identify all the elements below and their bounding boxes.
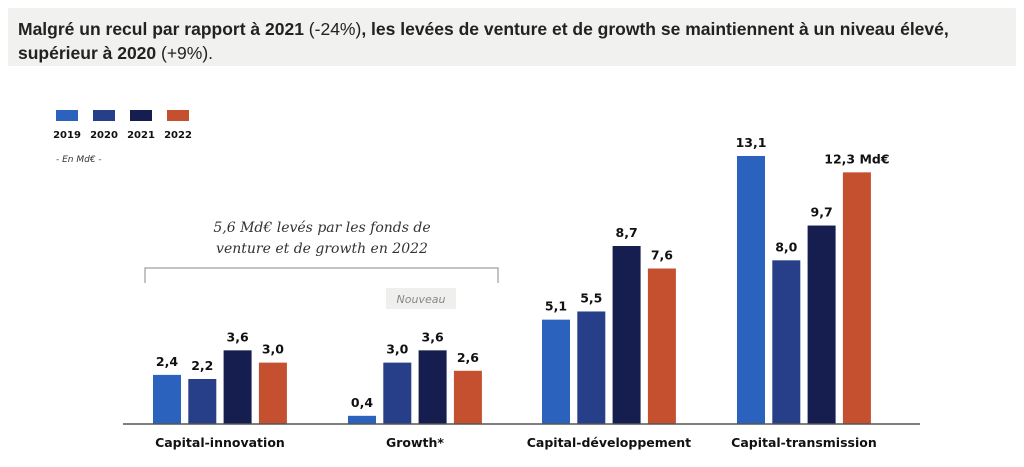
bar-2022-3 xyxy=(842,172,871,424)
annotation-line-1: 5,6 Md€ levés par les fonds de xyxy=(213,220,430,236)
data-label-2022-1: 2,6 xyxy=(457,350,479,365)
bar-2020-0 xyxy=(188,378,217,424)
data-label-2021-2: 8,7 xyxy=(616,225,638,240)
bar-2019-2 xyxy=(542,319,570,424)
legend-label-2021: 2021 xyxy=(127,130,155,141)
legend-swatch-2020 xyxy=(93,110,115,121)
bar-2019-0 xyxy=(153,374,181,424)
data-label-2022-3: 12,3 Md€ xyxy=(824,151,889,166)
legend-label-2019: 2019 xyxy=(53,130,81,141)
data-label-2019-2: 5,1 xyxy=(545,299,567,314)
bar-2020-1 xyxy=(383,362,412,424)
data-label-2021-0: 3,6 xyxy=(227,329,249,344)
bar-2021-2 xyxy=(612,245,641,424)
title-bold-2: , les levées de venture et de growth se … xyxy=(18,19,949,63)
data-label-2021-1: 3,6 xyxy=(422,329,444,344)
annotation-bracket xyxy=(144,267,499,283)
data-label-2019-3: 13,1 xyxy=(736,135,767,150)
title-normal-1: (-24%) xyxy=(303,19,362,39)
category-label-1: Growth* xyxy=(386,435,444,450)
legend-label-2022: 2022 xyxy=(164,130,192,141)
category-labels: Capital-innovation Growth* Capital-dévelop… xyxy=(155,435,877,450)
data-label-2020-3: 8,0 xyxy=(775,239,797,254)
bar-2021-3 xyxy=(807,225,836,424)
category-label-0: Capital-innovation xyxy=(155,435,285,450)
title-normal-2: (+9%). xyxy=(156,43,214,63)
data-label-2019-1: 0,4 xyxy=(351,395,373,410)
category-label-3: Capital-transmission xyxy=(731,435,877,450)
legend-swatch-2021 xyxy=(130,110,152,121)
legend-label-2020: 2020 xyxy=(90,130,118,141)
bar-2021-0 xyxy=(223,350,252,424)
bar-2019-3 xyxy=(737,155,765,424)
data-label-2022-2: 7,6 xyxy=(651,248,673,263)
category-label-2: Capital-développement xyxy=(527,435,691,450)
data-label-2021-3: 9,7 xyxy=(811,205,833,220)
data-label-2020-1: 3,0 xyxy=(386,342,408,357)
bar-2020-3 xyxy=(772,260,801,424)
bar-2022-1 xyxy=(453,370,482,424)
nouveau-badge xyxy=(386,288,456,309)
bar-2021-1 xyxy=(418,350,447,424)
annotation-line-2: venture et de growth en 2022 xyxy=(216,241,428,257)
bar-2019-1 xyxy=(348,415,376,424)
nouveau-badge-text: Nouveau xyxy=(397,293,446,306)
legend-swatch-2019 xyxy=(56,110,78,121)
legend-swatch-2022 xyxy=(167,110,189,121)
title-bold-1: Malgré un recul par rapport à 2021 xyxy=(18,19,304,39)
title-box: Malgré un recul par rapport à 2021 (-24%… xyxy=(8,8,1016,66)
bar-2020-2 xyxy=(577,311,606,424)
data-label-2020-2: 5,5 xyxy=(580,290,602,305)
bars: 2,4 2,2 3,6 3,0 0,4 3,0 3,6 2,6 5,1 5,5 8,7 7,6 13,1… xyxy=(153,135,890,424)
data-label-2020-0: 2,2 xyxy=(191,358,213,373)
bar-2022-0 xyxy=(258,362,287,424)
chart-title: Malgré un recul par rapport à 2021 (-24%… xyxy=(18,17,1008,65)
data-label-2019-0: 2,4 xyxy=(156,354,178,369)
unit-label: - En Md€ - xyxy=(56,155,102,165)
legend: 2019 2020 2021 2022 xyxy=(53,110,192,141)
data-label-2022-0: 3,0 xyxy=(262,342,284,357)
bar-2022-2 xyxy=(647,268,676,424)
